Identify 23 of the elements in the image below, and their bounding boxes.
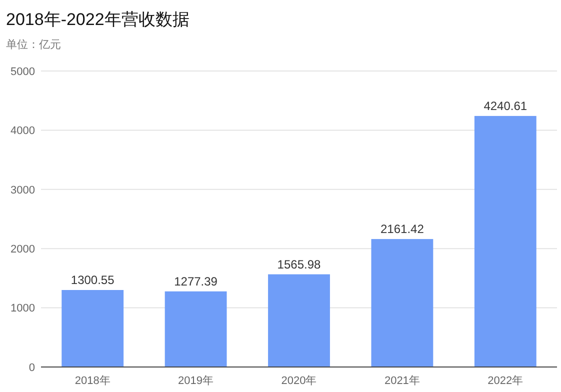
x-tick-label: 2018年 (74, 375, 110, 387)
y-tick-label: 3000 (10, 184, 35, 196)
y-tick-label: 4000 (10, 125, 35, 138)
bar (268, 274, 330, 367)
x-tick-label: 2019年 (178, 375, 214, 387)
data-label: 1300.55 (70, 273, 115, 288)
x-tick-label: 2022年 (488, 375, 524, 387)
data-label: 1277.39 (174, 274, 218, 288)
y-tick-label: 5000 (10, 66, 35, 78)
y-tick-label: 0 (28, 362, 35, 374)
chart-subtitle: 单位：亿元 (6, 38, 61, 51)
chart-title: 2018年-2022年营收数据 (6, 10, 190, 29)
x-tick-label: 2020年 (281, 375, 317, 387)
bar (474, 116, 536, 367)
y-tick-label: 2000 (10, 243, 35, 256)
data-label: 2161.42 (380, 222, 424, 236)
bar (164, 291, 227, 367)
data-label: 1565.98 (277, 257, 322, 272)
x-tick-label: 2021年 (384, 375, 420, 387)
bar (62, 290, 124, 367)
y-tick-label: 1000 (10, 302, 35, 315)
data-label: 4240.61 (484, 98, 528, 113)
bar (371, 239, 434, 367)
